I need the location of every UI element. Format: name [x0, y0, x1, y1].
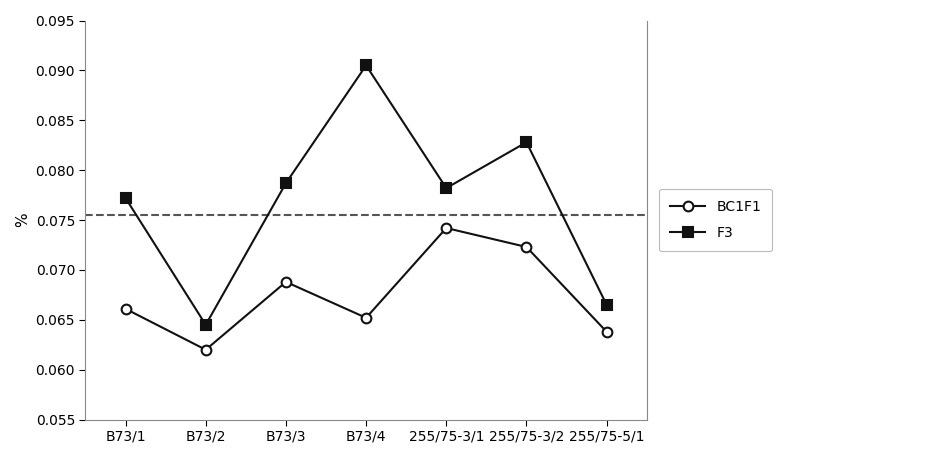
- Legend: BC1F1, F3: BC1F1, F3: [658, 189, 771, 252]
- F3: [280, 180, 291, 186]
- F3: [361, 62, 372, 68]
- BC1F1: [520, 244, 531, 250]
- BC1F1: [200, 347, 211, 353]
- Line: BC1F1: BC1F1: [121, 223, 611, 355]
- F3: [120, 196, 131, 201]
- BC1F1: [120, 306, 131, 312]
- BC1F1: [361, 315, 372, 320]
- Y-axis label: %: %: [15, 213, 30, 227]
- Line: F3: F3: [121, 61, 611, 330]
- BC1F1: [280, 279, 291, 285]
- F3: [200, 322, 211, 328]
- BC1F1: [440, 225, 451, 231]
- BC1F1: [601, 329, 612, 335]
- F3: [601, 302, 612, 308]
- F3: [520, 140, 531, 145]
- F3: [440, 185, 451, 191]
